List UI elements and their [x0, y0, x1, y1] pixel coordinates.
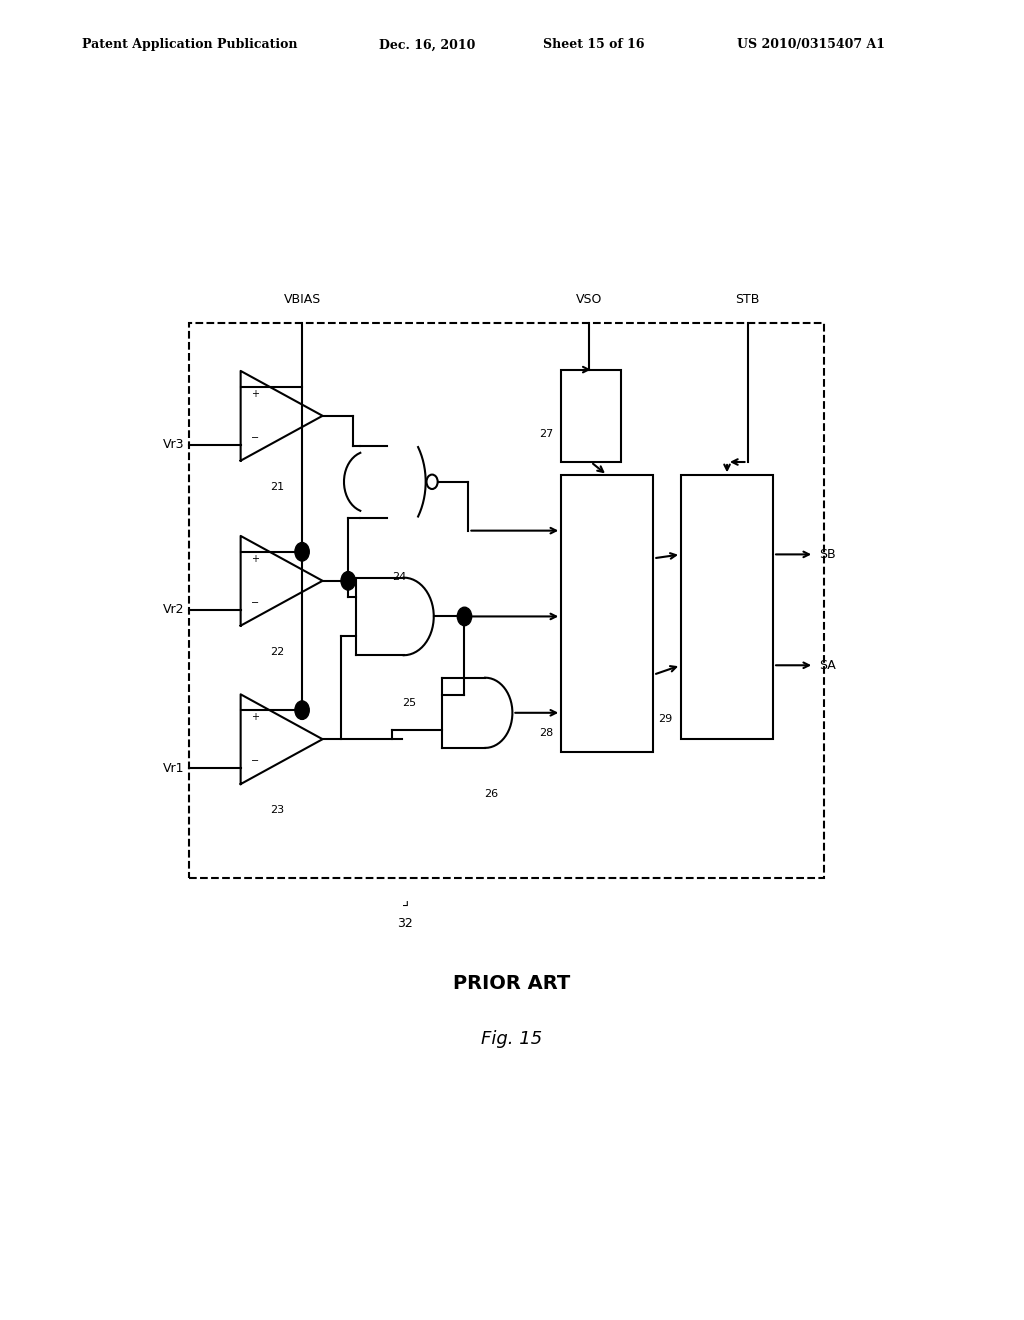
Text: Vr1: Vr1: [163, 762, 184, 775]
Circle shape: [295, 701, 309, 719]
Text: Sheet 15 of 16: Sheet 15 of 16: [543, 38, 644, 51]
Text: Patent Application Publication: Patent Application Publication: [82, 38, 297, 51]
Text: 32: 32: [396, 917, 413, 931]
Text: Vr2: Vr2: [163, 603, 184, 616]
Text: SB: SB: [819, 548, 836, 561]
Text: 29: 29: [658, 714, 673, 725]
Circle shape: [458, 607, 472, 626]
Text: 28: 28: [539, 727, 553, 738]
Text: 24: 24: [392, 572, 407, 582]
Text: US 2010/0315407 A1: US 2010/0315407 A1: [737, 38, 886, 51]
Text: STB: STB: [735, 293, 760, 306]
Text: +: +: [251, 711, 259, 722]
Text: VSO: VSO: [575, 293, 602, 306]
Text: VBIAS: VBIAS: [284, 293, 321, 306]
Text: 23: 23: [270, 805, 285, 816]
Circle shape: [341, 572, 355, 590]
Text: +: +: [251, 553, 259, 564]
Text: ⌟: ⌟: [401, 894, 408, 908]
Circle shape: [295, 543, 309, 561]
Text: Fig. 15: Fig. 15: [481, 1030, 543, 1048]
Bar: [189, 323, 824, 878]
Bar: [681, 475, 773, 739]
Bar: [561, 475, 653, 752]
Text: +: +: [251, 388, 259, 399]
Text: Vr3: Vr3: [163, 438, 184, 451]
Text: 21: 21: [270, 482, 285, 492]
Text: 25: 25: [402, 698, 417, 709]
Text: −: −: [251, 433, 259, 444]
Text: −: −: [251, 598, 259, 609]
Text: 27: 27: [539, 429, 553, 440]
Text: 22: 22: [270, 647, 285, 657]
Text: −: −: [251, 756, 259, 767]
Text: 26: 26: [484, 789, 499, 800]
Text: PRIOR ART: PRIOR ART: [454, 974, 570, 993]
Text: SA: SA: [819, 659, 836, 672]
Bar: [561, 370, 621, 462]
Text: Dec. 16, 2010: Dec. 16, 2010: [379, 38, 475, 51]
